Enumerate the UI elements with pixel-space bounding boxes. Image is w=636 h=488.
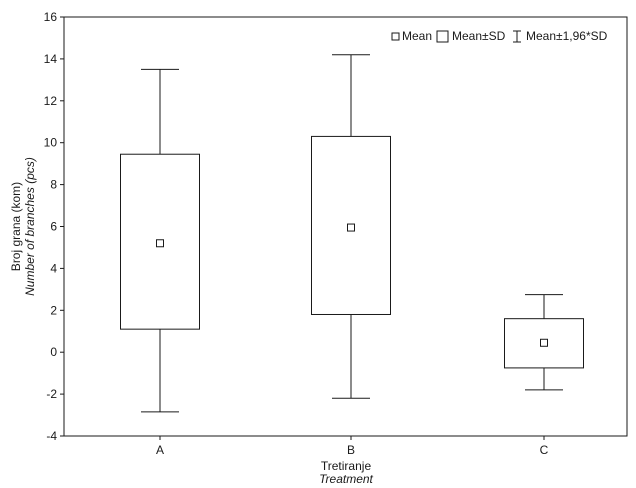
- y-tick-label: 4: [50, 261, 57, 275]
- mean-marker: [347, 223, 355, 232]
- y-tick-label: -4: [46, 429, 57, 443]
- y-axis: -4 -2 0 2 4 6 8 10 12 14 16: [44, 10, 64, 443]
- y-tick-label: 14: [44, 52, 58, 66]
- box-A: [120, 68, 200, 413]
- legend: Mean Mean±SD Mean±1,96*SD: [391, 29, 608, 43]
- x-axis-title: Tretiranje: [321, 459, 372, 473]
- legend-entry-sd: Mean±SD: [452, 29, 506, 43]
- y-tick-label: 2: [50, 303, 57, 317]
- x-axis: A B C: [156, 436, 549, 457]
- box-series: [120, 54, 584, 413]
- y-tick-label: -2: [46, 387, 57, 401]
- y-tick-label: 0: [50, 345, 57, 359]
- legend-mean-swatch: [391, 32, 400, 41]
- x-tick-label: C: [540, 443, 549, 457]
- mean-marker: [156, 239, 164, 248]
- legend-sd-swatch: [436, 30, 449, 43]
- x-axis-subtitle: Treatment: [319, 472, 373, 486]
- y-tick-label: 12: [44, 94, 58, 108]
- y-tick-label: 10: [44, 136, 58, 150]
- y-axis-subtitle: Number of branches (pcs): [23, 157, 37, 296]
- x-tick-label: A: [156, 443, 164, 457]
- y-tick-label: 6: [50, 220, 57, 234]
- box-B: [311, 54, 391, 399]
- y-tick-label: 8: [50, 178, 57, 192]
- sd-box: [504, 318, 584, 369]
- legend-entry-ci: Mean±1,96*SD: [526, 29, 608, 43]
- sd-box: [120, 153, 200, 330]
- x-tick-label: B: [347, 443, 355, 457]
- legend-entry-mean: Mean: [402, 29, 432, 43]
- legend-ci-swatch: [513, 30, 521, 43]
- sd-box: [311, 135, 391, 315]
- y-tick-label: 16: [44, 10, 58, 24]
- plot-frame: [63, 16, 628, 437]
- y-axis-title: Broj grana (kom): [9, 182, 23, 271]
- mean-marker: [540, 338, 548, 347]
- box-C: [504, 294, 584, 391]
